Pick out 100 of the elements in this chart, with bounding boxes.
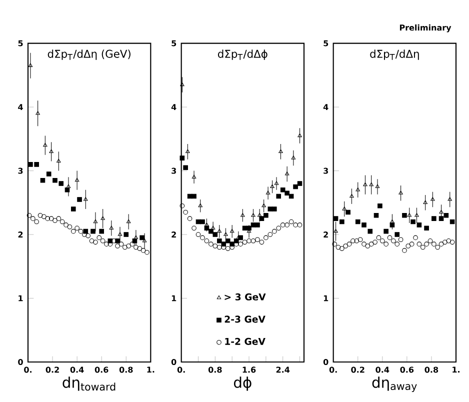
- point: [378, 203, 382, 208]
- point: [336, 244, 341, 250]
- y-tick-label: 1: [324, 295, 328, 302]
- x-tick-label: 1.: [147, 366, 154, 373]
- point: [187, 216, 192, 221]
- point: [284, 190, 290, 196]
- point: [450, 219, 455, 224]
- point: [30, 216, 36, 221]
- point: [255, 222, 260, 228]
- point: [96, 235, 102, 240]
- point: [77, 197, 82, 202]
- point: [387, 235, 392, 240]
- point: [48, 216, 54, 221]
- point: [225, 246, 230, 251]
- point: [134, 244, 138, 250]
- point: [67, 224, 72, 230]
- point: [200, 235, 205, 240]
- point: [40, 178, 46, 183]
- point: [380, 238, 385, 244]
- point: [99, 228, 104, 234]
- point: [217, 244, 222, 250]
- point: [276, 194, 282, 199]
- point: [64, 222, 68, 228]
- point: [86, 233, 91, 238]
- point: [246, 238, 252, 244]
- point: [264, 235, 268, 240]
- point: [354, 238, 360, 244]
- point: [58, 181, 64, 186]
- point: [104, 242, 109, 246]
- point: [126, 244, 131, 248]
- x-tick-label: 0.: [329, 366, 337, 373]
- x-tick-label: 0.4: [70, 366, 84, 373]
- point: [225, 238, 230, 244]
- point: [46, 172, 52, 176]
- point: [122, 244, 128, 250]
- point: [340, 246, 344, 251]
- point: [446, 238, 452, 244]
- x-axis-title: dη$_{toward}$: [62, 376, 116, 391]
- point: [340, 219, 344, 224]
- point: [428, 238, 433, 244]
- y-tick-label: 2: [172, 232, 176, 238]
- point: [416, 222, 422, 228]
- point: [140, 235, 144, 240]
- x-tick-label: 0.: [177, 366, 185, 373]
- point: [394, 242, 400, 246]
- x-tick-label: 0.6: [400, 366, 414, 373]
- point: [402, 213, 407, 218]
- point: [420, 244, 426, 250]
- point: [268, 232, 273, 237]
- point: [196, 232, 201, 237]
- point: [438, 242, 444, 246]
- point: [34, 162, 39, 167]
- point: [409, 242, 414, 246]
- point: [183, 165, 188, 170]
- y-tick-label: 1: [172, 295, 176, 302]
- point: [238, 242, 243, 246]
- point: [350, 238, 356, 244]
- point: [333, 216, 338, 221]
- point: [82, 232, 87, 237]
- y-tick-label: 0: [18, 358, 23, 365]
- point: [288, 194, 294, 199]
- point: [137, 246, 142, 251]
- point: [358, 237, 363, 242]
- y-tick-label: 2: [324, 232, 328, 238]
- legend-label: > 3 GeV: [224, 293, 266, 300]
- x-tick-label: 0.4: [376, 366, 390, 373]
- point: [52, 218, 58, 223]
- point: [293, 184, 298, 190]
- point: [374, 213, 379, 218]
- y-tick-label: 5: [172, 40, 176, 46]
- point: [34, 219, 39, 224]
- y-tick-label: 5: [18, 40, 23, 46]
- point: [204, 238, 210, 244]
- legend-label: 2-3 GeV: [224, 316, 266, 323]
- point: [93, 240, 98, 245]
- point: [343, 244, 348, 248]
- point: [368, 228, 373, 234]
- point: [365, 244, 370, 248]
- point: [100, 238, 106, 244]
- x-tick-label: 2.4: [276, 366, 290, 373]
- point: [297, 181, 302, 186]
- point: [52, 178, 58, 183]
- point: [70, 206, 76, 212]
- point: [284, 222, 290, 228]
- point: [362, 222, 366, 228]
- point: [132, 238, 138, 244]
- point: [413, 235, 418, 240]
- x-tick-label: 0.8: [119, 366, 133, 373]
- x-tick-label: 0.2: [351, 366, 364, 373]
- point: [376, 235, 382, 240]
- point: [272, 206, 277, 212]
- point: [442, 240, 448, 245]
- point: [362, 242, 366, 246]
- x-tick-label: 0.8: [208, 366, 222, 373]
- point: [90, 228, 96, 234]
- point: [424, 242, 429, 246]
- point: [384, 228, 388, 234]
- y-tick-label: 3: [172, 168, 176, 174]
- point: [332, 242, 337, 246]
- point: [424, 226, 429, 231]
